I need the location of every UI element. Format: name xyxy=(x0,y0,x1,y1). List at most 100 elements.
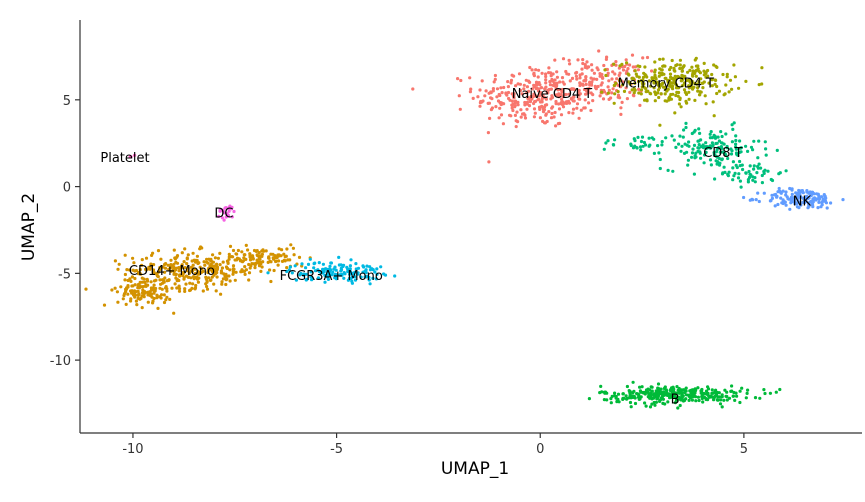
point xyxy=(592,71,597,75)
point xyxy=(664,136,668,140)
point xyxy=(491,87,495,91)
point xyxy=(703,145,707,149)
point xyxy=(253,266,257,270)
point xyxy=(673,74,677,78)
point xyxy=(652,86,656,90)
point xyxy=(364,275,368,279)
point xyxy=(574,74,579,78)
point xyxy=(545,103,549,107)
point xyxy=(128,268,132,272)
point xyxy=(260,252,264,256)
point xyxy=(219,271,223,275)
point xyxy=(699,77,703,81)
point xyxy=(513,104,517,108)
point xyxy=(497,116,501,120)
point xyxy=(775,195,779,199)
point xyxy=(596,84,600,89)
point xyxy=(618,78,622,82)
point xyxy=(724,83,728,87)
point xyxy=(731,127,735,131)
point xyxy=(673,401,678,405)
point xyxy=(371,276,375,280)
point xyxy=(641,144,645,148)
point xyxy=(538,116,543,120)
point xyxy=(638,385,642,389)
point xyxy=(709,145,713,149)
point xyxy=(119,285,123,289)
point xyxy=(622,89,627,93)
point xyxy=(218,209,222,213)
point xyxy=(687,398,691,402)
point xyxy=(625,97,630,101)
point xyxy=(678,397,682,401)
point xyxy=(368,268,373,272)
point xyxy=(331,270,335,274)
point xyxy=(498,93,502,98)
point xyxy=(217,214,221,218)
point xyxy=(749,173,753,177)
point xyxy=(600,90,604,94)
point xyxy=(468,90,472,94)
point xyxy=(285,266,289,270)
point xyxy=(510,106,514,110)
point xyxy=(375,272,379,276)
point xyxy=(609,401,613,405)
point xyxy=(640,85,644,89)
point xyxy=(532,83,536,87)
point xyxy=(796,200,801,204)
point xyxy=(232,209,236,214)
point xyxy=(129,279,133,283)
point xyxy=(693,154,697,158)
point xyxy=(621,68,626,72)
point xyxy=(719,145,724,149)
cluster-labels: Naive CD4 T Memory CD4 T CD8 T NK Platelet DC… xyxy=(100,77,811,408)
point xyxy=(234,270,238,274)
point xyxy=(625,61,629,65)
point xyxy=(367,275,371,279)
point xyxy=(715,91,719,96)
point xyxy=(333,265,337,269)
point xyxy=(673,111,677,115)
point xyxy=(624,58,628,62)
point xyxy=(157,270,161,274)
point xyxy=(137,292,141,296)
point xyxy=(752,164,756,168)
point xyxy=(678,403,682,408)
point xyxy=(741,167,745,172)
point xyxy=(733,398,737,402)
point xyxy=(175,277,179,282)
point xyxy=(637,79,641,83)
point xyxy=(723,92,727,96)
point xyxy=(617,400,621,404)
point xyxy=(168,297,172,301)
point xyxy=(690,65,694,69)
point xyxy=(195,254,199,258)
point xyxy=(573,88,577,92)
point xyxy=(690,155,694,159)
point xyxy=(140,306,144,310)
point xyxy=(533,111,537,115)
point xyxy=(671,92,675,96)
point xyxy=(329,261,333,265)
point xyxy=(621,392,625,396)
point xyxy=(140,258,144,262)
point xyxy=(599,384,603,388)
point xyxy=(230,205,234,209)
point xyxy=(189,276,193,280)
point xyxy=(809,200,813,204)
point xyxy=(603,68,607,72)
point xyxy=(698,151,702,155)
point xyxy=(491,89,495,93)
point xyxy=(710,84,714,88)
point xyxy=(778,171,782,175)
point xyxy=(764,147,768,151)
point xyxy=(528,65,532,70)
point xyxy=(648,405,653,409)
point xyxy=(699,156,703,160)
point xyxy=(692,143,697,147)
point xyxy=(688,79,692,83)
point xyxy=(555,81,559,85)
point xyxy=(805,189,809,193)
point xyxy=(598,94,602,98)
point xyxy=(760,82,764,86)
